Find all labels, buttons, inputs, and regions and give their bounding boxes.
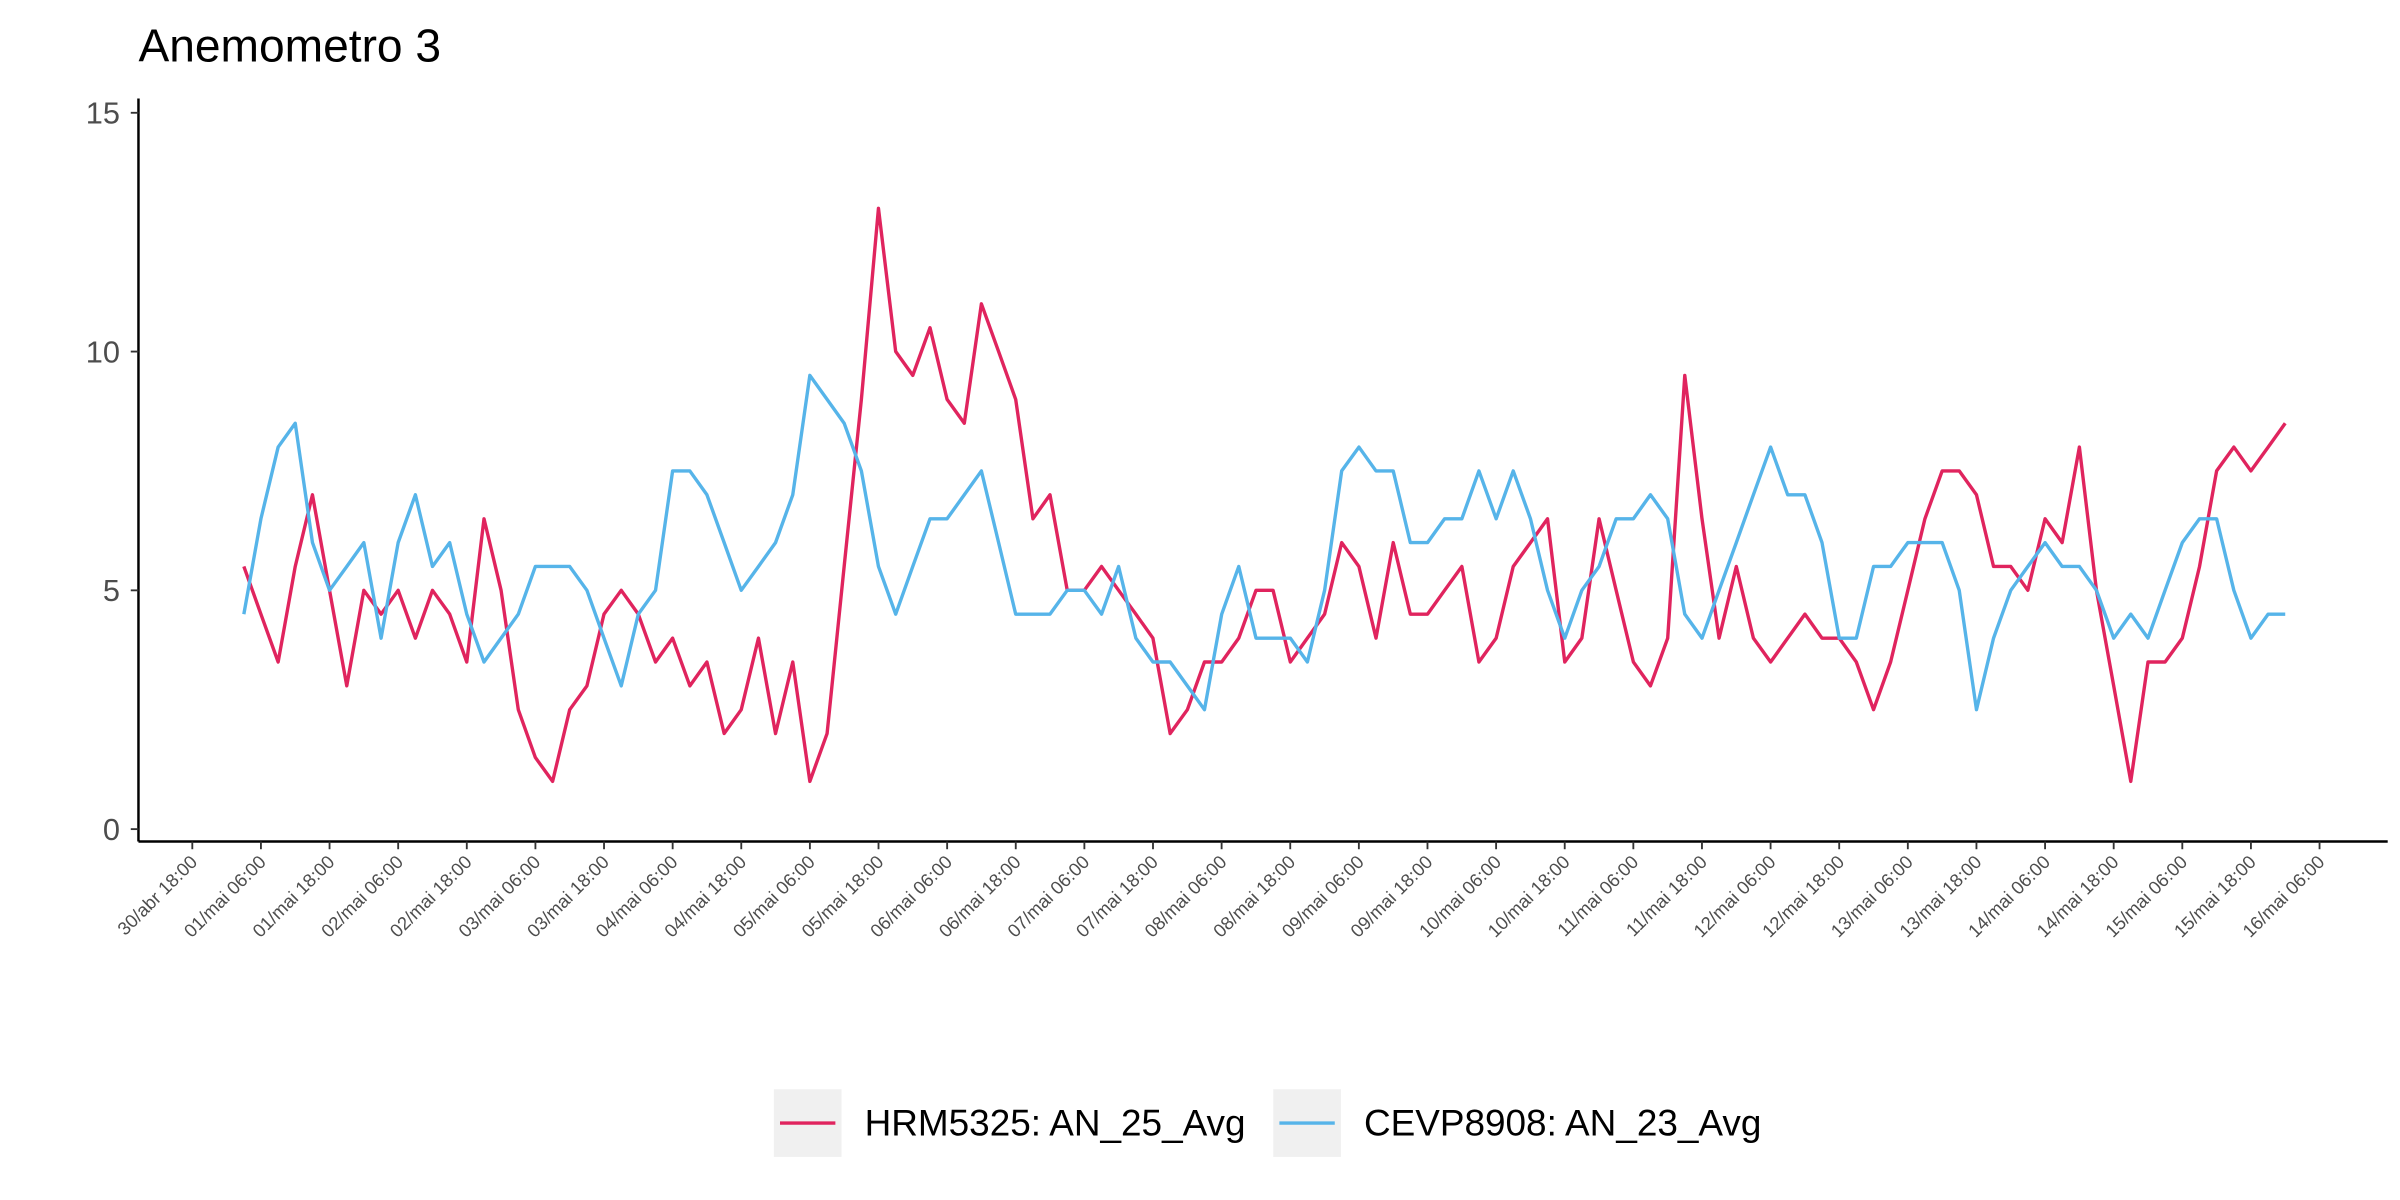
legend-label: CEVP8908: AN_23_Avg — [1364, 1102, 1761, 1143]
series-line — [242, 373, 2286, 712]
legend: HRM5325: AN_25_Avg CEVP8908: AN_23_Avg — [773, 1089, 1761, 1157]
y-tick-label: 0 — [103, 812, 120, 847]
legend-label: HRM5325: AN_25_Avg — [865, 1102, 1246, 1143]
chart-title: Anemometro 3 — [138, 20, 441, 72]
series-line — [242, 206, 2287, 784]
y-tick-label: 5 — [103, 573, 120, 608]
y-tick-label: 15 — [86, 96, 120, 131]
y-tick-label: 10 — [86, 334, 120, 369]
